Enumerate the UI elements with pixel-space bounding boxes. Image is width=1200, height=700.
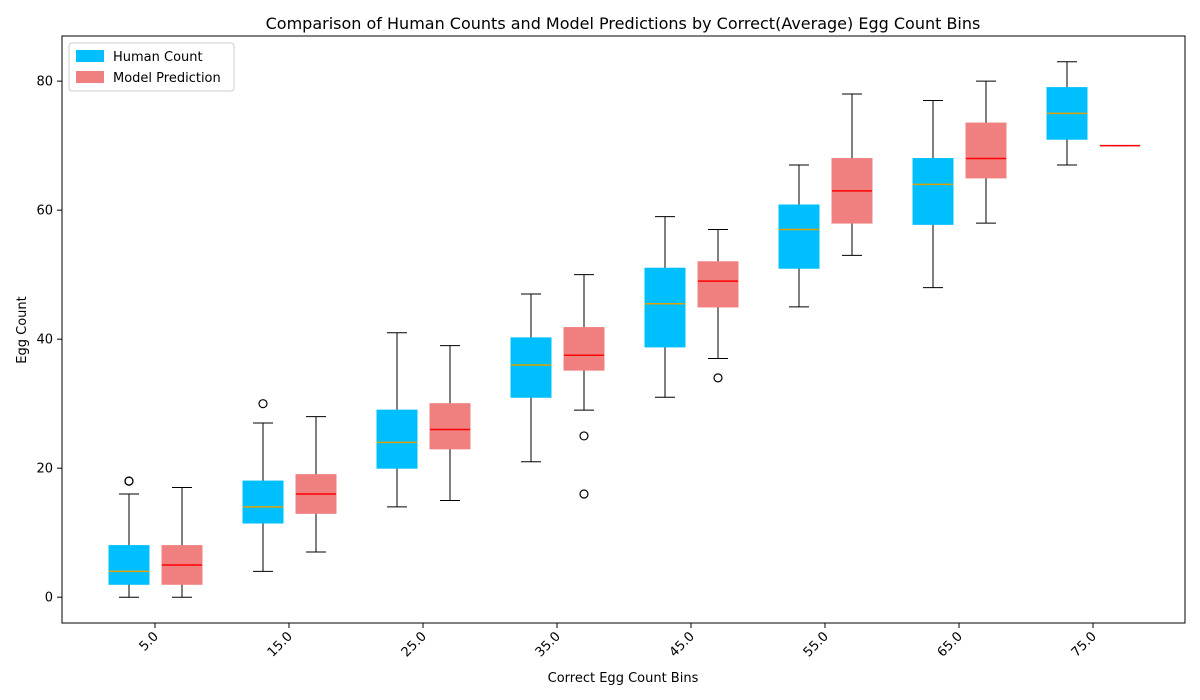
- legend-swatch-human-count: [76, 50, 104, 62]
- y-tick-label: 0: [45, 591, 53, 606]
- human-count-box-65.0: [912, 100, 954, 289]
- iqr-box: [376, 409, 418, 469]
- model-prediction-box-15.0: [295, 416, 337, 553]
- human-count-box-45.0: [644, 216, 686, 398]
- human-count-box-25.0: [376, 332, 418, 508]
- iqr-box: [242, 480, 284, 524]
- outlier-point: [124, 476, 134, 486]
- iqr-box: [108, 545, 150, 585]
- outlier-point: [579, 489, 589, 499]
- outlier-point: [713, 373, 723, 383]
- y-tick-label: 60: [36, 204, 53, 219]
- chart-title: Comparison of Human Counts and Model Pre…: [266, 14, 981, 33]
- iqr-box: [563, 327, 605, 371]
- iqr-box: [429, 403, 471, 450]
- human-count-box-75.0: [1046, 61, 1088, 166]
- legend-label-human-count: Human Count: [113, 50, 203, 65]
- model-prediction-box-35.0: [563, 274, 605, 499]
- human-count-box-5.0: [108, 476, 150, 598]
- y-tick-label: 80: [36, 75, 53, 90]
- iqr-box: [965, 122, 1007, 179]
- plot-area: [108, 61, 1141, 598]
- human-count-box-35.0: [510, 293, 552, 463]
- iqr-box: [644, 267, 686, 348]
- plot-frame: [61, 35, 1186, 624]
- legend-label-model-prediction: Model Prediction: [113, 71, 221, 86]
- model-prediction-box-5.0: [161, 487, 203, 598]
- model-prediction-box-55.0: [831, 93, 873, 256]
- model-prediction-box-45.0: [697, 229, 739, 383]
- model-prediction-box-65.0: [965, 80, 1007, 224]
- outlier-point: [258, 399, 268, 409]
- legend-frame: [68, 42, 235, 92]
- human-count-box-55.0: [778, 164, 820, 308]
- iqr-box: [778, 204, 820, 269]
- y-axis-label: Egg Count: [15, 296, 30, 363]
- outlier-point: [579, 431, 589, 441]
- iqr-box: [697, 261, 739, 308]
- iqr-box: [912, 158, 954, 225]
- iqr-box: [510, 337, 552, 398]
- y-tick-label: 40: [36, 333, 53, 348]
- x-axis-label: Correct Egg Count Bins: [548, 671, 699, 686]
- model-prediction-box-25.0: [429, 345, 471, 501]
- y-tick-label: 20: [36, 462, 53, 477]
- human-count-box-15.0: [242, 399, 284, 572]
- legend: Human Count Model Prediction: [68, 42, 235, 92]
- legend-swatch-model-prediction: [76, 71, 104, 83]
- y-axis: 0 20 40 60 80: [36, 75, 62, 606]
